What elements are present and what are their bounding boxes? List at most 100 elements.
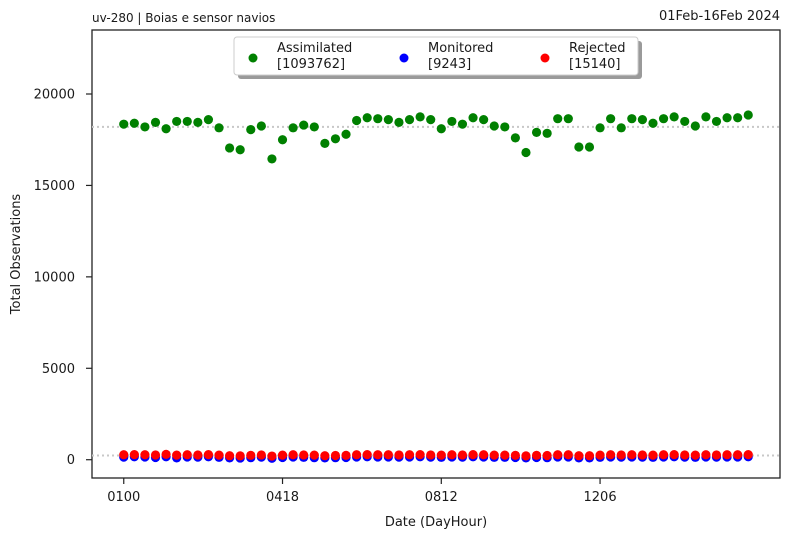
rejected-point-36 bbox=[500, 450, 510, 460]
y-tick-label-10000: 10000 bbox=[34, 270, 75, 285]
assimilated-point-43 bbox=[574, 142, 584, 152]
rejected-point-50 bbox=[648, 450, 658, 460]
assimilated-point-29 bbox=[426, 115, 436, 125]
rejected-point-15 bbox=[277, 450, 288, 460]
rejected-point-26 bbox=[394, 450, 404, 460]
assimilated-point-45 bbox=[595, 123, 605, 133]
assimilated-point-24 bbox=[373, 114, 383, 124]
rejected-point-1 bbox=[129, 449, 139, 460]
assimilated-point-41 bbox=[553, 114, 563, 124]
rejected-point-8 bbox=[203, 449, 214, 460]
assimilated-point-2 bbox=[140, 122, 150, 132]
assimilated-point-54 bbox=[690, 121, 700, 131]
assimilated-point-1 bbox=[129, 118, 139, 128]
rejected-point-17 bbox=[299, 450, 309, 460]
rejected-point-5 bbox=[172, 450, 182, 460]
rejected-point-27 bbox=[404, 450, 415, 460]
legend-count-assimilated: [1093762] bbox=[277, 57, 345, 72]
data-points bbox=[119, 110, 753, 463]
rejected-point-56 bbox=[711, 450, 722, 460]
y-axis: 0 5000 10000 15000 20000 bbox=[34, 88, 92, 468]
assimilated-point-50 bbox=[648, 118, 658, 128]
legend-marker-assimilated bbox=[248, 53, 258, 63]
rejected-point-6 bbox=[182, 450, 192, 460]
assimilated-point-36 bbox=[500, 122, 510, 132]
rejected-point-54 bbox=[690, 450, 700, 460]
assimilated-point-46 bbox=[606, 114, 616, 124]
assimilated-point-53 bbox=[680, 116, 690, 127]
rejected-point-13 bbox=[256, 450, 266, 460]
assimilated-point-51 bbox=[658, 114, 669, 124]
assimilated-point-18 bbox=[309, 122, 319, 132]
rejected-point-45 bbox=[595, 450, 605, 460]
rejected-point-44 bbox=[584, 451, 595, 461]
rejected-point-24 bbox=[373, 450, 383, 460]
x-tick-label-0418: 0418 bbox=[266, 490, 299, 505]
assimilated-point-3 bbox=[150, 117, 161, 127]
rejected-point-31 bbox=[447, 450, 457, 460]
rejected-point-32 bbox=[457, 450, 468, 460]
rejected-point-55 bbox=[701, 450, 711, 460]
rejected-point-43 bbox=[574, 451, 584, 461]
rejected-point-38 bbox=[521, 451, 531, 461]
assimilated-point-56 bbox=[711, 116, 722, 127]
assimilated-point-40 bbox=[542, 128, 552, 138]
assimilated-point-35 bbox=[489, 121, 499, 131]
assimilated-point-19 bbox=[320, 138, 330, 148]
header-left-title: uv-280 | Boias e sensor navios bbox=[92, 11, 275, 25]
assimilated-point-38 bbox=[521, 147, 531, 158]
y-tick-label-5000: 5000 bbox=[42, 362, 75, 377]
x-tick-label-0812: 0812 bbox=[425, 490, 458, 505]
rejected-point-25 bbox=[383, 450, 393, 460]
rejected-point-10 bbox=[225, 451, 235, 461]
rejected-point-47 bbox=[616, 450, 626, 460]
assimilated-point-57 bbox=[722, 113, 732, 123]
rejected-point-37 bbox=[510, 450, 520, 460]
assimilated-point-52 bbox=[669, 112, 679, 122]
rejected-point-48 bbox=[627, 450, 637, 460]
rejected-point-28 bbox=[415, 449, 425, 460]
assimilated-point-30 bbox=[436, 124, 446, 134]
rejected-point-11 bbox=[235, 451, 245, 461]
assimilated-point-26 bbox=[394, 117, 404, 127]
rejected-point-46 bbox=[606, 450, 616, 460]
rejected-point-33 bbox=[468, 449, 478, 460]
header-right-title: 01Feb-16Feb 2024 bbox=[659, 9, 780, 24]
assimilated-point-32 bbox=[457, 119, 468, 129]
assimilated-point-31 bbox=[447, 116, 457, 127]
legend-label-monitored: Monitored bbox=[428, 41, 493, 56]
rejected-point-39 bbox=[531, 450, 542, 460]
assimilated-point-28 bbox=[415, 112, 425, 122]
rejected-point-34 bbox=[479, 450, 489, 460]
assimilated-point-49 bbox=[637, 115, 648, 125]
rejected-point-9 bbox=[214, 450, 224, 460]
assimilated-point-39 bbox=[531, 127, 542, 137]
assimilated-point-27 bbox=[404, 115, 415, 125]
assimilated-point-11 bbox=[235, 145, 245, 155]
rejected-point-4 bbox=[161, 449, 171, 460]
assimilated-point-47 bbox=[616, 123, 626, 133]
assimilated-point-7 bbox=[193, 117, 203, 127]
rejected-point-3 bbox=[150, 450, 161, 460]
assimilated-point-23 bbox=[362, 113, 372, 123]
legend-marker-rejected bbox=[540, 53, 550, 63]
rejected-point-0 bbox=[119, 450, 129, 460]
assimilated-point-6 bbox=[182, 116, 192, 127]
legend-marker-monitored bbox=[399, 53, 409, 63]
legend-count-monitored: [9243] bbox=[428, 57, 471, 72]
assimilated-point-12 bbox=[246, 125, 256, 135]
rejected-point-18 bbox=[309, 450, 319, 460]
rejected-point-21 bbox=[341, 450, 351, 460]
x-axis-label: Date (DayHour) bbox=[385, 515, 487, 530]
assimilated-point-59 bbox=[743, 110, 753, 120]
rejected-point-14 bbox=[267, 451, 277, 461]
rejected-point-42 bbox=[563, 450, 573, 460]
assimilated-point-13 bbox=[256, 121, 266, 131]
assimilated-point-42 bbox=[563, 114, 573, 124]
legend-label-rejected: Rejected bbox=[569, 41, 626, 56]
rejected-point-58 bbox=[733, 450, 743, 460]
assimilated-point-14 bbox=[267, 154, 277, 164]
legend-count-rejected: [15140] bbox=[569, 57, 621, 72]
assimilated-point-4 bbox=[161, 124, 171, 134]
rejected-point-16 bbox=[288, 450, 298, 460]
